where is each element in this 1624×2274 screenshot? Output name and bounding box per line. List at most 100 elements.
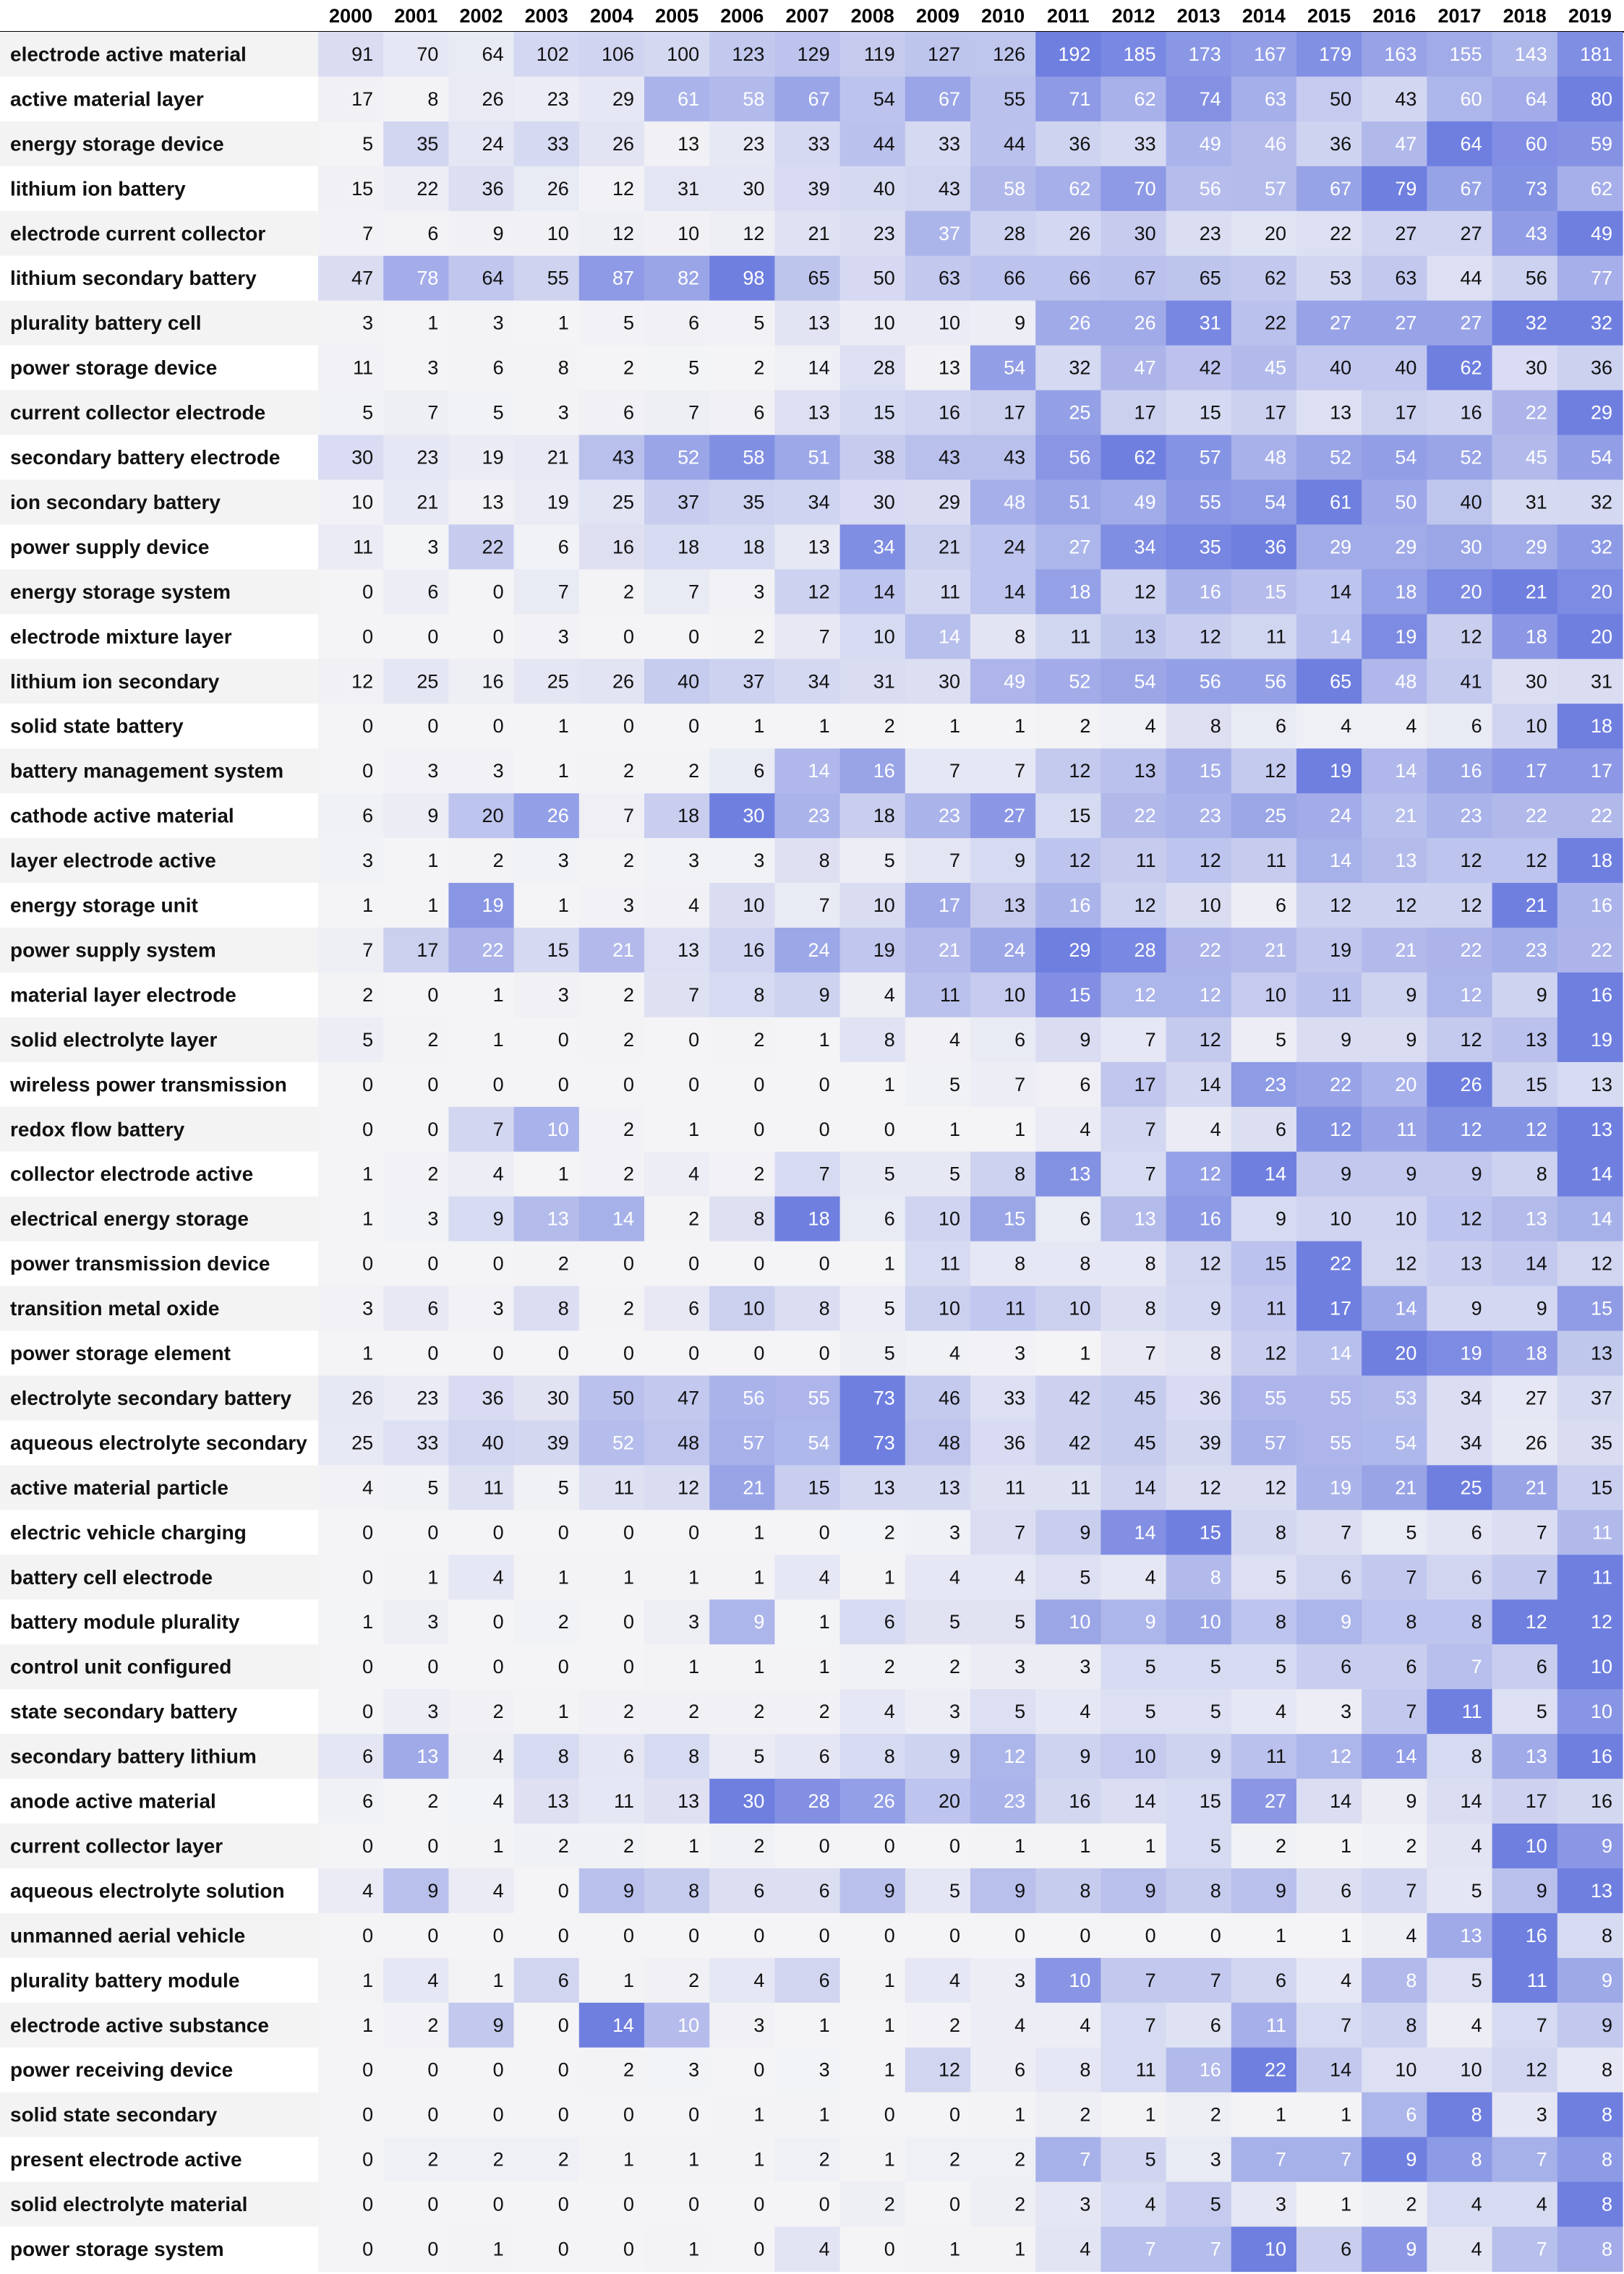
- cell-value: 6: [753, 1880, 764, 1902]
- cell-value: 33: [547, 133, 569, 155]
- cell-value: 43: [1395, 88, 1416, 110]
- table-row: power storage element1000000054317812142…: [0, 1331, 1623, 1377]
- heatmap-cell: [709, 1689, 775, 1735]
- row-label: electrode active material: [10, 43, 247, 65]
- cell-value: 12: [1069, 850, 1090, 871]
- heatmap-cell: [970, 1644, 1036, 1690]
- heatmap-cell: [318, 2137, 384, 2183]
- cell-value: 6: [884, 1208, 895, 1230]
- cell-value: 26: [612, 133, 634, 155]
- cell-value: 22: [1330, 1074, 1351, 1095]
- cell-value: 6: [558, 536, 569, 557]
- cell-value: 1: [427, 1566, 438, 1588]
- cell-value: 34: [808, 670, 830, 692]
- cell-value: 40: [873, 178, 895, 200]
- cell-value: 0: [427, 1835, 438, 1857]
- cell-value: 2: [558, 1611, 569, 1633]
- cell-value: 13: [1134, 625, 1156, 647]
- cell-value: 12: [1330, 1119, 1351, 1140]
- cell-value: 1: [493, 984, 504, 1006]
- cell-value: 30: [1526, 357, 1547, 379]
- cell-value: 19: [1330, 939, 1351, 961]
- table-row: state secondary battery03212222435455437…: [0, 1689, 1623, 1735]
- cell-value: 6: [1275, 1970, 1286, 1991]
- cell-value: 21: [1395, 805, 1416, 826]
- cell-value: 1: [819, 2104, 830, 2126]
- heatmap-cell: [1035, 1197, 1101, 1242]
- cell-value: 1: [362, 2014, 373, 2036]
- cell-value: 6: [1341, 2239, 1351, 2260]
- cell-value: 26: [612, 670, 634, 692]
- cell-value: 25: [351, 1432, 373, 1453]
- cell-value: 8: [1210, 1566, 1221, 1588]
- cell-value: 62: [1069, 178, 1090, 200]
- table-row: aqueous electrolyte secondary25334039524…: [0, 1420, 1623, 1466]
- cell-value: 6: [688, 1298, 699, 1320]
- cell-value: 3: [1341, 1701, 1351, 1722]
- cell-value: 9: [1080, 1521, 1090, 1543]
- cell-value: 15: [1200, 760, 1221, 782]
- cell-value: 0: [493, 2059, 504, 2081]
- cell-value: 2: [493, 850, 504, 871]
- cell-value: 8: [1471, 2149, 1482, 2171]
- heatmap-cell: [774, 1868, 840, 1914]
- heatmap-cell: [448, 1152, 514, 1197]
- cell-value: 67: [808, 88, 830, 110]
- cell-value: 5: [362, 1029, 373, 1051]
- row-label: solid electrolyte layer: [10, 1028, 217, 1051]
- cell-value: 10: [1265, 984, 1286, 1006]
- cell-value: 5: [1145, 2149, 1156, 2171]
- cell-value: 2: [1080, 2104, 1090, 2126]
- heatmap-cell: [579, 1824, 645, 1869]
- cell-value: 16: [1200, 581, 1221, 602]
- cell-value: 0: [949, 2194, 960, 2215]
- cell-value: 0: [623, 2104, 634, 2126]
- cell-value: 8: [1014, 1253, 1025, 1275]
- cell-value: 30: [939, 670, 960, 692]
- cell-value: 0: [623, 1074, 634, 1095]
- cell-value: 52: [678, 447, 699, 469]
- cell-value: 73: [873, 1432, 895, 1453]
- cell-value: 12: [1200, 1029, 1221, 1051]
- heatmap-cell: [1492, 2137, 1558, 2183]
- cell-value: 3: [493, 760, 504, 782]
- cell-value: 1: [493, 1835, 504, 1857]
- cell-value: 2: [884, 2194, 895, 2215]
- cell-value: 55: [1265, 1387, 1286, 1409]
- cell-value: 7: [1537, 1566, 1547, 1588]
- heatmap-cell: [774, 1913, 840, 1959]
- cell-value: 1: [427, 894, 438, 916]
- cell-value: 26: [1526, 1432, 1547, 1453]
- heatmap-cell: [1166, 2227, 1232, 2273]
- cell-value: 17: [1526, 1790, 1547, 1812]
- cell-value: 36: [1200, 1387, 1221, 1409]
- cell-value: 23: [1265, 1074, 1286, 1095]
- cell-value: 7: [819, 625, 830, 647]
- heatmap-cell: [1296, 1510, 1362, 1555]
- cell-value: 70: [1134, 178, 1156, 200]
- heatmap-cell: [1166, 1331, 1232, 1377]
- column-header: 2006: [720, 5, 764, 27]
- cell-value: 4: [1080, 2239, 1090, 2260]
- cell-value: 11: [1266, 1745, 1286, 1767]
- heatmap-cell: [448, 1599, 514, 1645]
- cell-value: 0: [493, 715, 504, 737]
- cell-value: 1: [623, 1970, 634, 1991]
- cell-value: 0: [362, 2104, 373, 2126]
- cell-value: 16: [1069, 894, 1090, 916]
- cell-value: 8: [1406, 1611, 1416, 1633]
- cell-value: 62: [1461, 357, 1482, 379]
- row-label: battery module plurality: [10, 1611, 240, 1633]
- cell-value: 74: [1200, 88, 1221, 110]
- heatmap-cell: [970, 1599, 1036, 1645]
- cell-value: 34: [873, 536, 895, 557]
- heatmap-cell: [1296, 704, 1362, 749]
- heatmap-cell: [514, 1599, 580, 1645]
- cell-value: 55: [1330, 1432, 1351, 1453]
- cell-value: 18: [1069, 581, 1090, 602]
- heatmap-cell: [840, 704, 906, 749]
- cell-value: 2: [1406, 1835, 1416, 1857]
- heatmap-cell: [709, 346, 775, 391]
- heatmap-cell: [970, 1913, 1036, 1959]
- cell-value: 4: [1145, 715, 1156, 737]
